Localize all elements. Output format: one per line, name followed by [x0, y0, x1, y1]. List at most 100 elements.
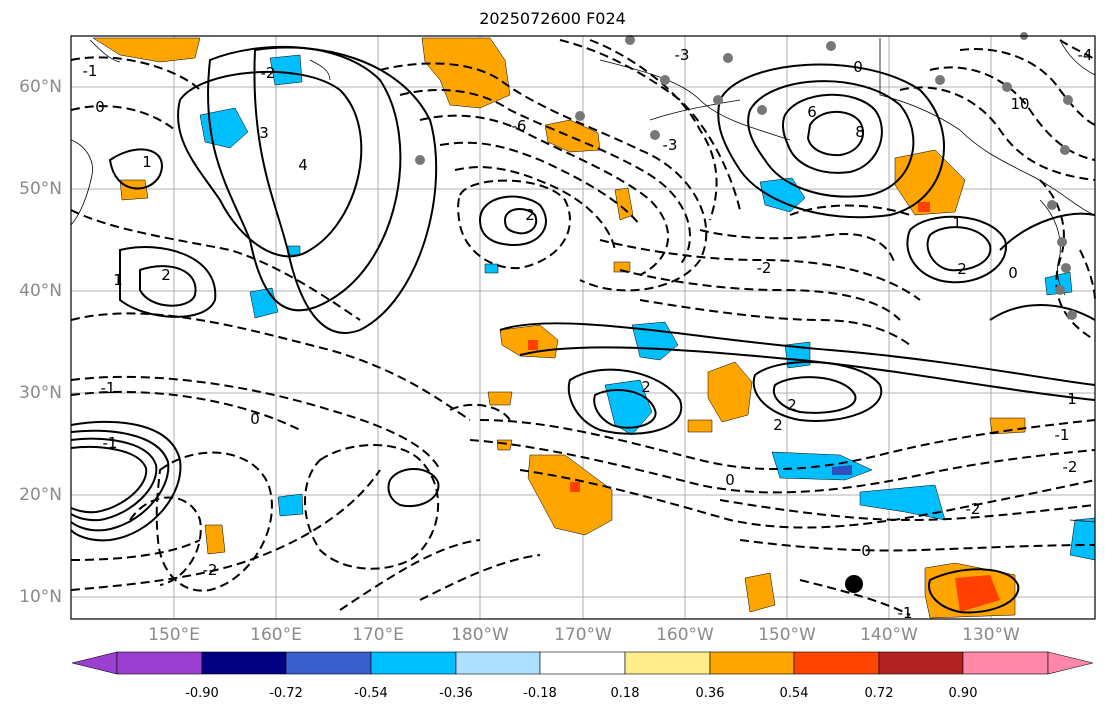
- contour-label: 1: [113, 271, 123, 289]
- anomaly-fill: [894, 149, 966, 216]
- anomaly-fill: [759, 177, 806, 213]
- anomaly-fill: [421, 37, 511, 109]
- contour-line: [639, 299, 911, 346]
- contour-line: [70, 429, 170, 532]
- contour-line: [519, 469, 1096, 529]
- contour-label: 6: [807, 103, 817, 121]
- map-panel: -1 0 1 -2 2 3 4 -4 6 -6 8 10 -3 -3 0 2 -…: [70, 32, 1096, 622]
- contour-label: -1: [103, 434, 118, 452]
- contour-line: [1039, 179, 1096, 341]
- contour-line: [454, 166, 616, 251]
- coastline: [89, 39, 121, 63]
- contour-line: [70, 209, 361, 321]
- anomaly-fill: [687, 419, 713, 433]
- coastline: [70, 139, 93, 226]
- lat-label: 50°N: [19, 179, 62, 199]
- anomaly-fill: [484, 263, 499, 274]
- contour-line: [899, 86, 1096, 181]
- lon-label: 130°W: [962, 625, 1020, 645]
- contour-line: [717, 63, 945, 219]
- coastline: [309, 59, 331, 81]
- contour-label: 1: [142, 153, 152, 171]
- forecast-point-marker: [845, 575, 863, 593]
- contour-line: [999, 212, 1096, 251]
- contour-line: [699, 229, 896, 266]
- anomaly-fill: [570, 482, 580, 492]
- colorbar-segment: [201, 651, 287, 675]
- colorbar-segment: [709, 651, 795, 675]
- anomaly-fill: [119, 179, 149, 201]
- lat-label: 40°N: [19, 281, 62, 301]
- colorbar-arrow-high: [1047, 651, 1094, 675]
- anomaly-fill: [92, 37, 201, 63]
- colorbar-segment: [539, 651, 626, 675]
- lat-label: 20°N: [19, 485, 62, 505]
- contour-line: [1059, 39, 1096, 61]
- anomaly-fill: [859, 484, 946, 521]
- contour-line: [177, 70, 363, 258]
- contour-line: [989, 304, 1096, 321]
- contour-label: -2: [203, 561, 218, 579]
- contour-label: 2: [161, 266, 171, 284]
- contour-line: [139, 265, 197, 307]
- contour-line: [457, 179, 571, 270]
- colorbar-segment: [793, 651, 880, 675]
- colorbar-tick-label: 0.36: [695, 686, 725, 701]
- anomaly-fill: [487, 391, 513, 406]
- solid-contours: [70, 45, 1096, 614]
- contour-label: -1: [1055, 426, 1070, 444]
- contour-label: 1: [1067, 390, 1077, 408]
- contour-label: 2: [641, 378, 651, 396]
- contour-line: [70, 446, 148, 514]
- contour-line: [503, 208, 538, 235]
- lat-label: 10°N: [19, 587, 62, 607]
- contour-label: -1: [83, 62, 98, 80]
- dashed-contours: [70, 39, 1096, 616]
- lat-label: 60°N: [19, 77, 62, 97]
- contour-line: [478, 195, 547, 247]
- anomaly-fill: [955, 575, 1000, 612]
- contour-line: [772, 376, 857, 414]
- contour-line: [439, 141, 641, 226]
- contour-label: 2: [525, 206, 535, 224]
- contour-line: [929, 66, 1096, 161]
- contour-line: [379, 62, 708, 292]
- contour-line: [469, 439, 1096, 494]
- contour-line: [108, 148, 163, 190]
- contour-line: [599, 239, 921, 301]
- contour-label: -3: [675, 46, 690, 64]
- coastline: [879, 38, 1096, 216]
- anomaly-fill: [707, 361, 753, 423]
- colorbar-tick-label: 0.90: [948, 686, 978, 701]
- contour-line: [959, 48, 1096, 126]
- coastline: [649, 99, 741, 121]
- contour-label: -2: [757, 259, 772, 277]
- contour-label-layer: -1 0 1 -2 2 3 4 -4 6 -6 8 10 -3 -3 0 2 -…: [83, 46, 1093, 622]
- contour-line: [70, 56, 201, 91]
- contour-label: 10: [1010, 95, 1029, 113]
- negative-anomaly-fills: [199, 54, 1096, 561]
- contour-line: [207, 45, 402, 312]
- contour-line: [70, 105, 176, 131]
- contour-label: 2: [787, 396, 797, 414]
- contour-line: [155, 451, 273, 592]
- contour-label: -1: [898, 604, 913, 622]
- contour-label: 2: [773, 416, 783, 434]
- anomaly-fill: [989, 417, 1026, 435]
- contour-label: -2: [966, 500, 981, 518]
- colorbar-tick-label: -0.90: [185, 686, 219, 701]
- anomaly-fill: [832, 465, 852, 475]
- contour-line: [519, 346, 1096, 401]
- lon-label: 170°E: [352, 625, 404, 645]
- contour-line: [799, 579, 911, 616]
- contour-line: [387, 468, 440, 508]
- contour-label: -2: [261, 64, 276, 82]
- contour-line: [70, 390, 301, 431]
- colorbar-segment: [878, 651, 964, 675]
- contour-line: [479, 419, 1096, 471]
- anomaly-fill: [1044, 271, 1073, 296]
- coastlines: [70, 38, 1096, 523]
- contour-line: [419, 554, 541, 601]
- anomaly-fill: [614, 187, 634, 221]
